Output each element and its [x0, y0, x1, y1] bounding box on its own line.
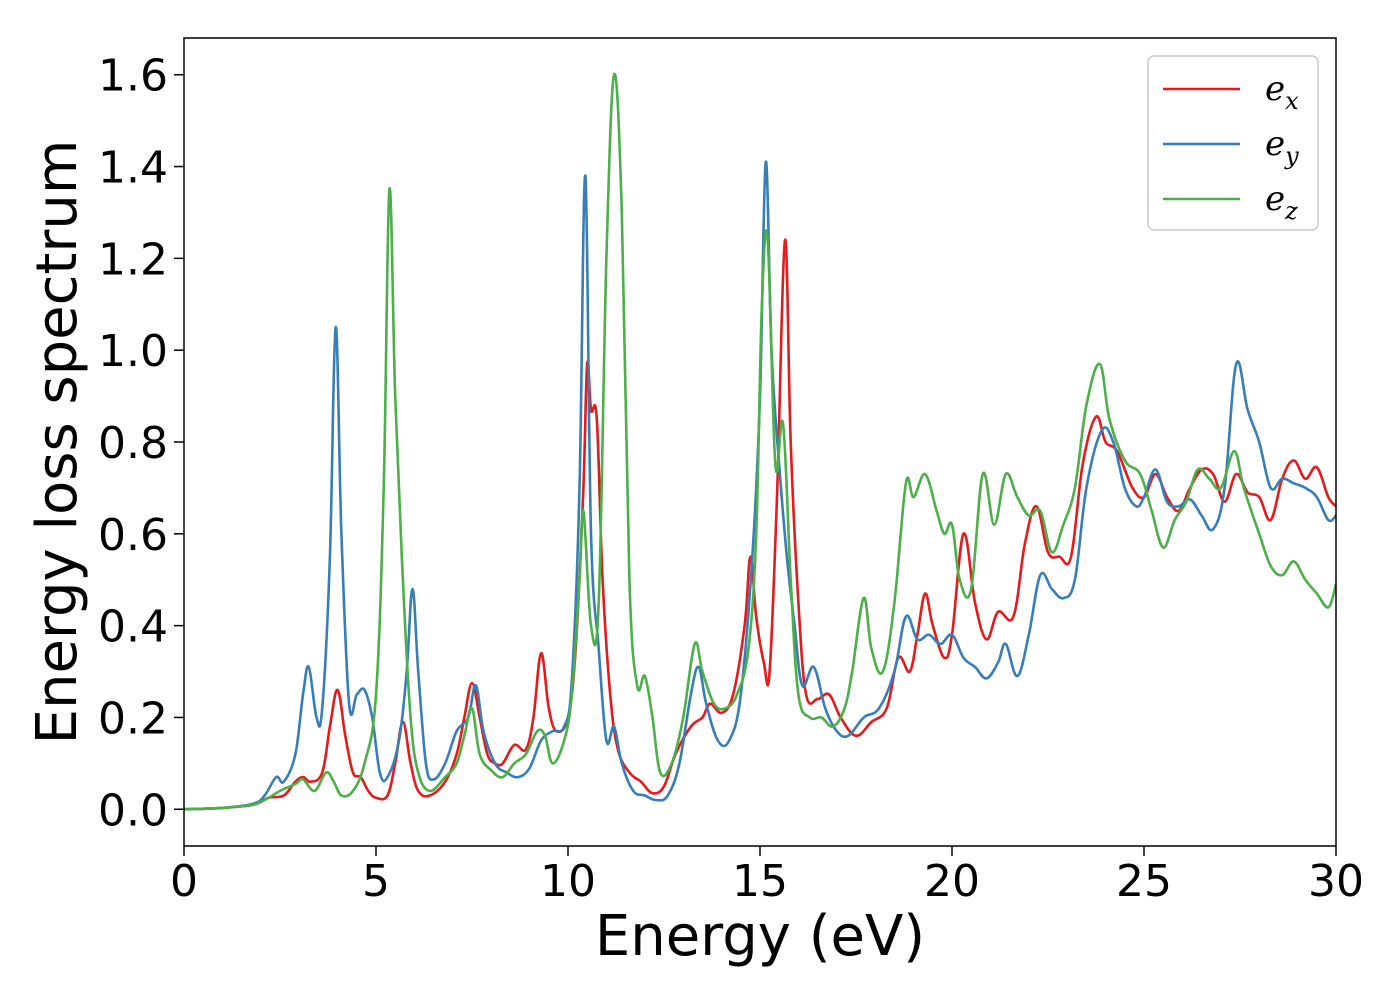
y-tick-label: 1.6	[98, 51, 168, 102]
y-tick-label: 0.4	[98, 602, 168, 653]
y-tick-label: 1.4	[98, 143, 168, 194]
y-axis: 0.0 0.2 0.4 0.6 0.8 1.0 1.2 1.4 1.6	[98, 51, 184, 836]
x-axis-title: Energy (eV)	[595, 904, 925, 969]
x-tick-label: 15	[732, 856, 788, 907]
legend-label-z: ez	[1265, 179, 1298, 225]
legend: ex ey ez	[1147, 55, 1319, 231]
y-tick-label: 0.8	[98, 418, 168, 469]
y-tick-label: 0.2	[98, 693, 168, 744]
legend-label-x: ex	[1265, 69, 1299, 115]
y-tick-label: 0.6	[98, 510, 168, 561]
series-line-z	[184, 72, 1336, 811]
x-tick-label: 10	[540, 856, 596, 907]
y-tick-label: 0.0	[98, 785, 168, 836]
x-tick-label: 30	[1308, 856, 1364, 907]
series-line-y	[184, 160, 1336, 811]
y-tick-label: 1.0	[98, 326, 168, 377]
y-tick-label: 1.2	[98, 234, 168, 285]
series-line-x	[184, 238, 1336, 811]
y-axis-title: Energy loss spectrum	[25, 140, 90, 745]
legend-label-y: ey	[1265, 124, 1299, 170]
x-tick-label: 0	[170, 856, 198, 907]
series-group	[184, 72, 1336, 811]
x-tick-label: 25	[1116, 856, 1172, 907]
x-axis: 0 5 10 15 20 25 30	[170, 846, 1364, 907]
x-tick-label: 20	[924, 856, 980, 907]
x-tick-label: 5	[362, 856, 390, 907]
